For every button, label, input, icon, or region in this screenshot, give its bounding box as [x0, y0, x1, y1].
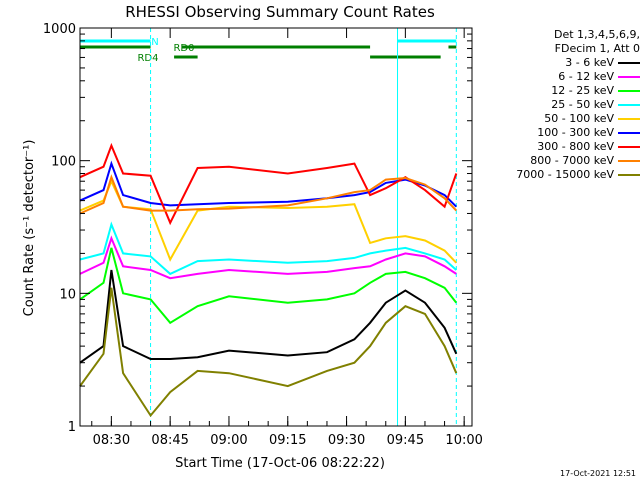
- plot-frame: [79, 27, 473, 427]
- time-markers: [79, 28, 457, 426]
- y-axis-label: Count Rate (s⁻¹ detector⁻¹): [22, 140, 37, 317]
- series-line: [79, 247, 458, 325]
- x-tick-label: 08:30: [93, 433, 130, 448]
- legend-label: 100 - 300 keV: [537, 126, 614, 139]
- legend-label: 6 - 12 keV: [558, 70, 614, 83]
- series-line: [79, 178, 458, 264]
- flag-label-n: N: [151, 37, 158, 48]
- flag-label-rd0: RD0: [173, 43, 194, 54]
- legend-header-line-2: FDecim 1, Att 0: [554, 42, 640, 55]
- x-axis: 08:30 08:45 09:00 09:15 09:30 09:45 10:00: [91, 28, 483, 448]
- legend-swatch: [618, 62, 640, 64]
- series-lines: [79, 142, 458, 418]
- series-line: [79, 221, 457, 276]
- legend-label: 50 - 100 keV: [544, 112, 614, 125]
- x-tick-label: 09:45: [387, 433, 424, 448]
- y-tick-label: 100: [51, 155, 76, 170]
- legend-swatch: [618, 174, 640, 176]
- y-tick-label: 10: [59, 287, 76, 302]
- legend-item: 7000 - 15000 keV: [516, 168, 640, 182]
- legend-swatch: [618, 90, 640, 92]
- series-line: [79, 142, 458, 226]
- legend-swatch: [618, 160, 640, 162]
- legend-item: 12 - 25 keV: [516, 84, 640, 98]
- legend-label: 3 - 6 keV: [565, 56, 614, 69]
- legend-item: 50 - 100 keV: [516, 112, 640, 126]
- legend-item: 6 - 12 keV: [516, 70, 640, 84]
- x-tick-label: 08:45: [151, 433, 188, 448]
- legend-item: 800 - 7000 keV: [516, 154, 640, 168]
- series-line: [79, 287, 458, 418]
- y-tick-label: 1000: [43, 22, 76, 37]
- timestamp: 17-Oct-2021 12:51: [560, 469, 636, 478]
- x-tick-label: 09:15: [269, 433, 306, 448]
- y-tick-label: 1: [68, 420, 76, 435]
- series-line: [79, 174, 458, 215]
- legend-label: 7000 - 15000 keV: [516, 168, 614, 181]
- legend-label: 12 - 25 keV: [551, 84, 614, 97]
- legend-swatch: [618, 104, 640, 106]
- legend-item: 25 - 50 keV: [516, 98, 640, 112]
- legend: Det 1,3,4,5,6,9, FDecim 1, Att 0 3 - 6 k…: [516, 28, 640, 182]
- legend-item: 3 - 6 keV: [516, 56, 640, 70]
- legend-label: 800 - 7000 keV: [530, 154, 614, 167]
- legend-swatch: [618, 118, 640, 120]
- series-line: [79, 160, 458, 208]
- legend-label: 300 - 800 keV: [537, 140, 614, 153]
- legend-swatch: [618, 76, 640, 78]
- series-line: [79, 269, 458, 364]
- legend-item: 300 - 800 keV: [516, 140, 640, 154]
- legend-item: 100 - 300 keV: [516, 126, 640, 140]
- series-line: [79, 235, 457, 280]
- flag-bars: N RD0 RD4: [80, 37, 457, 64]
- flag-label-rd4: RD4: [137, 53, 158, 64]
- legend-swatch: [618, 146, 640, 148]
- x-tick-label: 10:00: [445, 433, 482, 448]
- legend-label: 25 - 50 keV: [551, 98, 614, 111]
- chart-title: RHESSI Observing Summary Count Rates: [125, 3, 435, 21]
- legend-header-line-1: Det 1,3,4,5,6,9,: [553, 28, 640, 41]
- x-tick-label: 09:30: [328, 433, 365, 448]
- x-axis-label: Start Time (17-Oct-06 08:22:22): [175, 456, 385, 471]
- legend-swatch: [618, 132, 640, 134]
- x-tick-label: 09:00: [210, 433, 247, 448]
- y-axis: 1 10 100 1000: [43, 22, 472, 435]
